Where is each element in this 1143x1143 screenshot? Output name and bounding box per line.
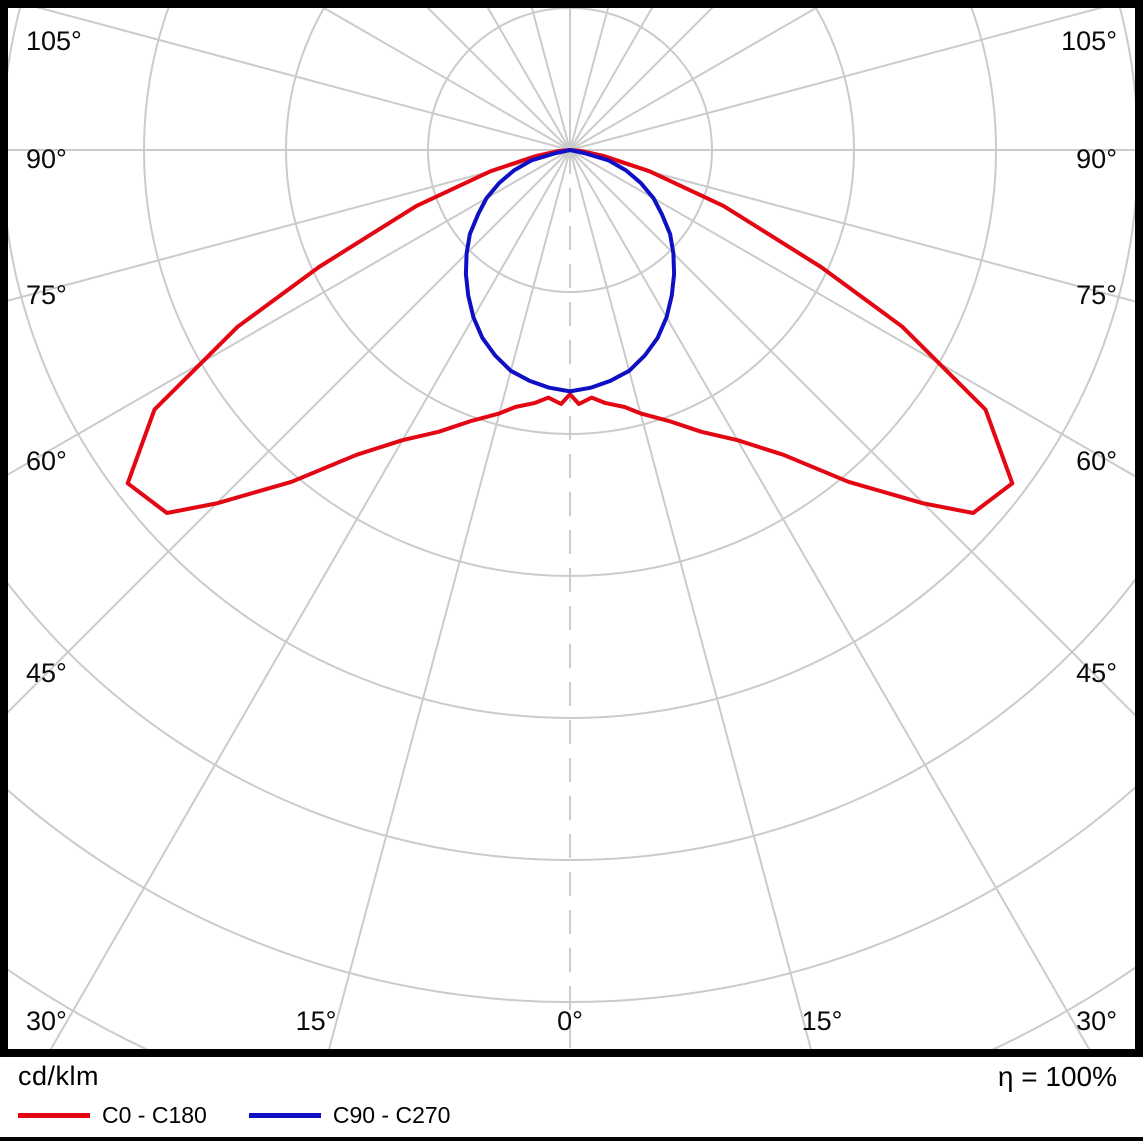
gamma-tick-label: 45° [1076, 658, 1117, 688]
c90-c270-curve [463, 148, 677, 394]
gamma-tick-label: 105° [26, 26, 82, 56]
gamma-tick-label: 45° [26, 658, 67, 688]
unit-label: cd/klm [18, 1061, 100, 1091]
legend-label-c90-c270: C90 - C270 [332, 1102, 451, 1129]
gamma-tick-label: 60° [26, 446, 67, 476]
grid-radial-line [569, 149, 1095, 1057]
legend: C0 - C180 C90 - C270 [18, 1102, 1117, 1129]
grid-radial-line [0, 149, 571, 304]
grid-radial-line [569, 0, 832, 151]
gamma-tick-label: 90° [26, 144, 67, 174]
grid-radial-line [569, 149, 815, 1057]
grid-radial-line [0, 149, 571, 481]
legend-swatch-c90-c270 [248, 1113, 321, 1119]
c0-c180-curve [125, 148, 1015, 515]
gamma-tick-label: 15° [296, 1006, 337, 1036]
gamma-tick-label: 15° [802, 1006, 843, 1036]
gamma-tick-label: 60° [1076, 446, 1117, 476]
grid-radial-line [325, 149, 571, 1057]
polar-intensity-chart: 0° 15° 15° 30° 30° 45° 45° 60° 60° 75° 75° 90° 90° 10… [0, 0, 1143, 1057]
grid-radial-line [569, 0, 1134, 151]
grid-ring [0, 567, 1143, 861]
grid-radial-line [6, 0, 571, 151]
gamma-tick-label: 105° [1061, 26, 1117, 56]
gamma-tick-label: 75° [26, 280, 67, 310]
efficiency-value: η = 100% [997, 1061, 1117, 1092]
grid-radial-line [569, 149, 1143, 482]
footer-labels-row: cd/klm η = 100% [18, 1061, 1117, 1093]
gamma-tick-label: 30° [26, 1006, 67, 1036]
grid-radial-line [569, 149, 1143, 725]
gamma-tick-label: 90° [1076, 144, 1117, 174]
grid-radial-line [308, 0, 571, 151]
legend-swatch-c0-c180 [18, 1113, 90, 1119]
chart-footer: cd/klm η = 100% C0 - C180 C90 - C270 [0, 1057, 1143, 1141]
grid-radial-line [569, 149, 1143, 305]
gamma-tick-label: 75° [1076, 280, 1117, 310]
grid-radial-line [45, 149, 571, 1057]
gamma-tick-label: 0° [557, 1006, 583, 1036]
legend-label-c0-c180: C0 - C180 [102, 1102, 207, 1129]
gamma-tick-label: 30° [1076, 1006, 1117, 1036]
grid-radial-line [0, 149, 571, 722]
